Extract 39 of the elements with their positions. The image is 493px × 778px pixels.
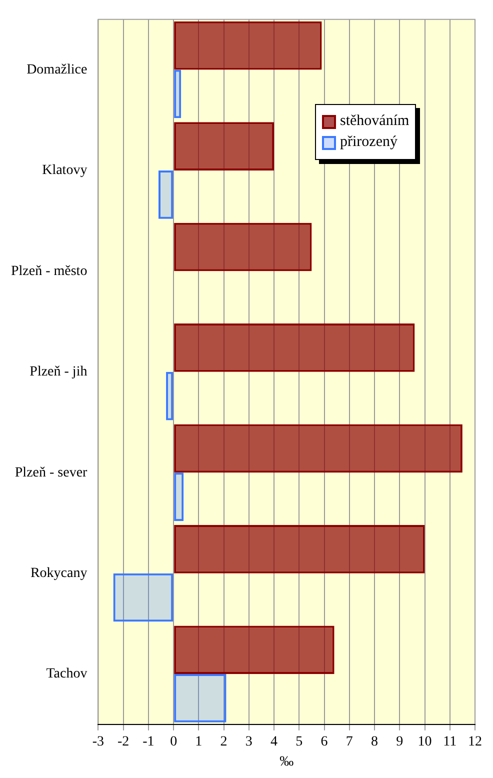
bar — [174, 626, 334, 674]
bar — [113, 573, 174, 622]
bar — [174, 524, 425, 574]
x-tick-label: 4 — [270, 734, 278, 750]
bar — [174, 324, 415, 372]
x-tick-label: 3 — [245, 734, 252, 750]
bar — [174, 424, 462, 473]
bar — [174, 21, 322, 70]
x-tick-label: 11 — [443, 734, 457, 750]
x-tick-label: 10 — [418, 734, 432, 750]
x-tick-label: 9 — [396, 734, 404, 750]
x-tick-label: 0 — [170, 734, 178, 750]
x-tick-label: 12 — [468, 734, 482, 750]
x-tick-label: 5 — [296, 734, 303, 750]
bar — [158, 170, 174, 219]
y-tick-label: Domažlice — [26, 62, 88, 78]
bar — [174, 222, 312, 272]
legend-label: přirozený — [340, 134, 398, 152]
bar — [174, 674, 226, 722]
x-tick-label: -1 — [142, 734, 154, 750]
x-axis-title: ‰ — [280, 754, 294, 770]
x-tick-label: 8 — [371, 734, 378, 750]
bar — [174, 122, 274, 170]
y-tick-label: Tachov — [46, 666, 88, 682]
y-tick-label: Plzeň - jih — [30, 364, 88, 380]
y-tick-label: Rokycany — [30, 566, 88, 581]
x-tick-label: 7 — [346, 734, 353, 750]
y-tick-label: Plzeň - město — [10, 264, 88, 279]
legend-label: stěhováním — [340, 113, 410, 130]
x-tick-label: 6 — [320, 734, 328, 750]
y-tick-label: Plzeň - sever — [14, 465, 88, 480]
x-tick-label: 2 — [220, 734, 228, 750]
x-tick-label: 1 — [195, 734, 202, 750]
x-tick-label: -2 — [117, 734, 130, 750]
bar — [174, 70, 182, 118]
y-tick-label: Klatovy — [42, 163, 88, 178]
x-tick-label: -3 — [92, 734, 104, 750]
bar — [174, 472, 184, 521]
bar — [166, 372, 174, 420]
